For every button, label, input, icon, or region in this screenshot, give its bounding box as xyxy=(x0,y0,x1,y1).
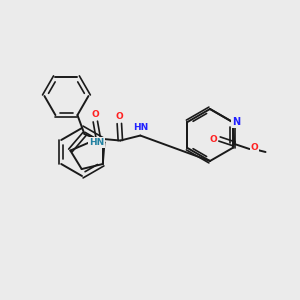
Text: O: O xyxy=(210,134,218,143)
Text: HN: HN xyxy=(89,138,104,147)
Text: HN: HN xyxy=(133,123,148,132)
Text: N: N xyxy=(232,117,241,127)
Text: O: O xyxy=(92,110,99,119)
Text: O: O xyxy=(116,112,123,121)
Text: O: O xyxy=(250,143,258,152)
